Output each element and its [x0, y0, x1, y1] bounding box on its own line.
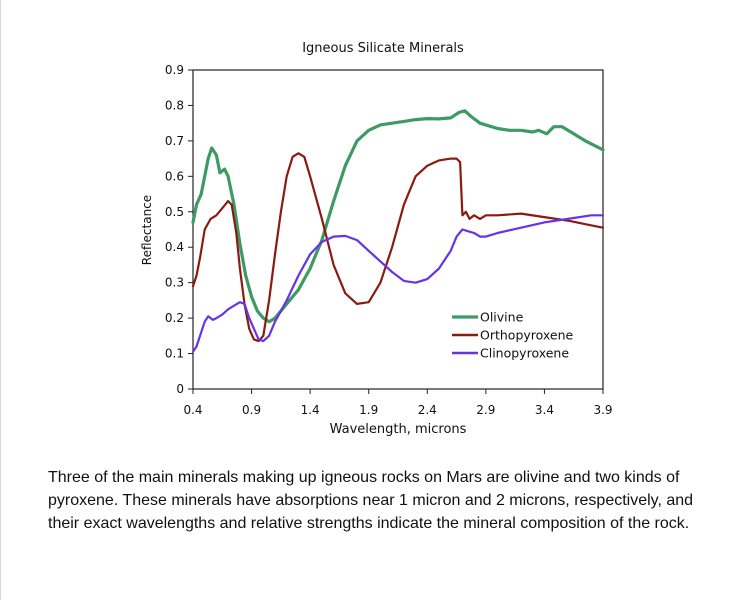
axis-ticks: 0.4 0.9 1.4 1.9 2.4 2.9 3.4 3.9 0 0.1 0.2 0.3 0.4 0.5…: [165, 63, 613, 417]
chart: Igneous Silicate Minerals Reflectance Wa…: [140, 41, 613, 437]
y-tick-label: 0.9: [165, 63, 184, 77]
x-tick-label: 3.9: [593, 403, 612, 417]
y-tick-label: 0.7: [165, 134, 184, 148]
y-axis-label: Reflectance: [140, 195, 154, 265]
series-line-clinopyroxene: [191, 214, 605, 353]
x-tick-label: 0.9: [242, 403, 261, 417]
legend-label-clinopyroxene: Clinopyroxene: [480, 346, 569, 361]
x-tick-label: 2.4: [418, 403, 437, 417]
x-axis-label: Wavelength, microns: [330, 422, 467, 437]
x-tick-label: 1.9: [359, 403, 378, 417]
y-tick-label: 0: [176, 382, 184, 396]
legend: Olivine Orthopyroxene Clinopyroxene: [452, 310, 574, 361]
y-tick-label: 0.4: [165, 240, 184, 254]
plot-frame: [192, 69, 604, 390]
series-line-olivine: [191, 109, 605, 324]
chart-title: Igneous Silicate Minerals: [302, 41, 464, 56]
series-line-orthopyroxene: [191, 152, 605, 343]
series-lines: [191, 109, 605, 353]
y-tick-label: 0.6: [165, 169, 184, 183]
x-tick-label: 0.4: [183, 403, 202, 417]
y-tick-label: 0.8: [165, 98, 184, 112]
y-tick-label: 0.2: [165, 311, 184, 325]
caption: Three of the main minerals making up ign…: [48, 469, 694, 532]
y-tick-label: 0.3: [165, 276, 184, 290]
x-tick-label: 1.4: [301, 403, 320, 417]
x-tick-label: 2.9: [476, 403, 495, 417]
y-tick-label: 0.1: [165, 347, 184, 361]
page-left-border: [0, 0, 1, 600]
legend-label-orthopyroxene: Orthopyroxene: [480, 328, 574, 343]
x-tick-label: 3.4: [535, 403, 554, 417]
legend-label-olivine: Olivine: [480, 310, 524, 325]
y-tick-label: 0.5: [165, 205, 184, 219]
